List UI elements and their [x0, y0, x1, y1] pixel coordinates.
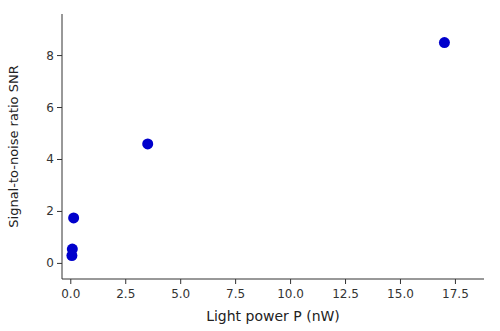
y-tick	[57, 159, 62, 160]
x-tick-label: 17.5	[442, 287, 469, 301]
x-tick	[455, 279, 456, 284]
y-tick-label: 8	[46, 49, 54, 63]
y-tick-label: 2	[46, 204, 54, 218]
x-tick	[125, 279, 126, 284]
x-tick	[400, 279, 401, 284]
y-tick-label: 6	[46, 101, 54, 115]
x-tick-label: 7.5	[226, 287, 245, 301]
y-axis-line	[62, 14, 63, 279]
chart-container: 0.0 2.5 5.0 7.5 10.0 12.5 15.0 17.5 0 2 4 6 8 Light p…	[0, 0, 500, 331]
chart-svg: 0.0 2.5 5.0 7.5 10.0 12.5 15.0 17.5 0 2 4 6 8 Light p…	[0, 0, 500, 331]
x-tick	[290, 279, 291, 284]
x-tick-label: 10.0	[277, 287, 304, 301]
y-tick	[57, 211, 62, 212]
x-tick-label: 5.0	[171, 287, 190, 301]
x-axis-label: Light power P (nW)	[206, 308, 340, 324]
x-tick-label: 0.0	[61, 287, 80, 301]
y-tick-label: 4	[46, 152, 54, 166]
y-tick	[57, 107, 62, 108]
point	[67, 244, 78, 255]
x-tick-label: 2.5	[116, 287, 135, 301]
x-tick	[70, 279, 71, 284]
point	[68, 212, 79, 223]
x-tick	[235, 279, 236, 284]
x-tick-label: 15.0	[387, 287, 414, 301]
axes: 0.0 2.5 5.0 7.5 10.0 12.5 15.0 17.5 0 2 4 6 8	[46, 14, 484, 301]
point	[142, 138, 153, 149]
points	[66, 37, 450, 261]
y-tick	[57, 263, 62, 264]
y-tick	[57, 55, 62, 56]
y-tick-label: 0	[46, 256, 54, 270]
x-tick	[345, 279, 346, 284]
x-tick-label: 12.5	[332, 287, 359, 301]
x-tick	[180, 279, 181, 284]
y-axis-label: Signal-to-noise ratio SNR	[6, 65, 21, 227]
point	[439, 37, 450, 48]
